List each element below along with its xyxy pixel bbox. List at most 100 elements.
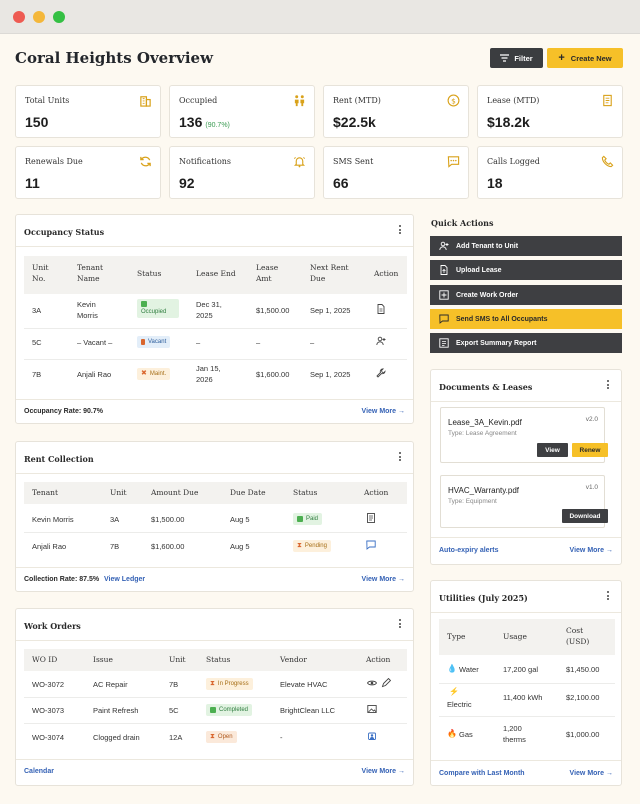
cell-type: Electric — [447, 700, 472, 709]
status-label: Vacant — [148, 339, 167, 345]
stat-value: 150 — [25, 114, 49, 130]
col-usage: Usage — [503, 632, 527, 641]
cell-amount: $1,500.00 — [151, 515, 185, 524]
action-label: Send SMS to All Occupants — [456, 315, 548, 323]
view-ledger-link[interactable]: View Ledger — [104, 576, 146, 583]
eye-icon[interactable] — [367, 678, 377, 688]
action-label: Create Work Order — [456, 291, 519, 299]
stat-label: Calls Logged — [487, 157, 540, 166]
more-options-icon[interactable] — [399, 225, 402, 236]
add-tenant-button[interactable]: Add Tenant to Unit — [430, 236, 622, 256]
col-status: Status — [293, 488, 318, 497]
stat-label: SMS Sent — [333, 157, 374, 166]
download-button[interactable]: Download — [562, 509, 608, 523]
status-badge: ✖ Maint. — [137, 368, 171, 380]
filter-button[interactable]: Filter — [490, 48, 543, 68]
wrench-icon[interactable] — [376, 368, 386, 378]
occupancy-view-more-link[interactable]: View More → — [361, 408, 405, 415]
cell-issue: Paint Refresh — [93, 706, 139, 715]
col-amount-due: Amount Due — [151, 488, 199, 497]
calendar-link[interactable]: Calendar — [24, 768, 54, 775]
cell-lease-amt: $1,600.00 — [256, 370, 290, 379]
upload-lease-button[interactable]: Upload Lease — [430, 260, 622, 280]
plus-square-icon — [439, 290, 449, 300]
col-vendor: Vendor — [280, 655, 307, 664]
flame-icon: 🔥 — [447, 729, 457, 738]
compare-last-month-link[interactable]: Compare with Last Month — [439, 770, 525, 777]
utilities-card: Utilities (July 2025) Type Usage Cost (U… — [430, 580, 622, 786]
checkbox-icon — [210, 707, 216, 713]
action-label: Upload Lease — [456, 266, 502, 274]
cell-unit: 7B — [110, 542, 120, 551]
add-user-icon[interactable] — [376, 336, 386, 346]
col-status: Status — [206, 655, 231, 664]
cell-vendor: Elevate HVAC — [280, 680, 328, 689]
more-options-icon[interactable] — [607, 591, 610, 602]
status-badge: Paid — [293, 513, 323, 525]
occupancy-rate: Occupancy Rate: 90.7% — [24, 408, 103, 415]
utilities-table: Type Usage Cost (USD) 💧 Water 17,200 gal… — [439, 619, 615, 749]
status-label: Occupied — [141, 309, 167, 315]
more-options-icon[interactable] — [399, 619, 402, 630]
view-button[interactable]: View — [537, 443, 568, 457]
document-item: Lease_3A_Kevin.pdf Type: Lease Agreement… — [440, 407, 608, 463]
receipt-icon[interactable] — [366, 513, 376, 523]
close-window-button[interactable] — [13, 11, 25, 23]
hourglass-icon: ⧗ — [297, 542, 302, 549]
assign-icon[interactable] — [367, 731, 377, 741]
minimize-window-button[interactable] — [33, 11, 45, 23]
renew-button[interactable]: Renew — [572, 443, 608, 457]
stat-label: Lease (MTD) — [487, 96, 540, 105]
export-report-button[interactable]: Export Summary Report — [430, 333, 622, 353]
cell-wo-id: WO-3074 — [32, 733, 65, 742]
document-name: HVAC_Warranty.pdf — [448, 486, 519, 495]
cell-tenant: Kevin Morris — [77, 300, 98, 320]
cell-usage: 11,400 kWh — [503, 693, 543, 702]
rent-collection-card: Rent Collection Tenant Unit Amount Due D… — [15, 441, 414, 592]
stat-label: Total Units — [25, 96, 70, 105]
more-options-icon[interactable] — [607, 380, 610, 391]
quick-actions-title: Quick Actions — [431, 218, 494, 228]
cell-usage: 1,200 therms — [503, 724, 526, 744]
rent-view-more-link[interactable]: View More → — [361, 576, 405, 583]
work-orders-view-more-link[interactable]: View More → — [361, 768, 405, 775]
upload-icon — [440, 265, 448, 275]
status-label: Pending — [304, 543, 327, 549]
stat-value: 11 — [25, 175, 40, 191]
work-orders-card: Work Orders WO ID Issue Unit Status Vend… — [15, 608, 414, 786]
cell-wo-id: WO-3072 — [32, 680, 65, 689]
table-header: WO ID Issue Unit Status Vendor Action — [24, 649, 407, 671]
plus-icon: + — [558, 52, 565, 64]
checkbox-icon — [297, 516, 303, 522]
create-new-button[interactable]: + Create New — [547, 48, 623, 68]
maximize-window-button[interactable] — [53, 11, 65, 23]
col-status: Status — [137, 269, 162, 278]
col-action: Action — [364, 488, 389, 497]
window-titlebar — [0, 0, 640, 34]
card-title: Occupancy Status — [24, 227, 105, 237]
pencil-icon[interactable] — [381, 678, 391, 688]
documents-view-more-link[interactable]: View More → — [569, 547, 613, 554]
col-tenant-name: Tenant Name — [77, 263, 104, 283]
utilities-view-more-link[interactable]: View More → — [569, 770, 613, 777]
documents-card: Documents & Leases Lease_3A_Kevin.pdf Ty… — [430, 369, 622, 565]
collection-rate: Collection Rate: 87.5% — [24, 576, 100, 583]
col-issue: Issue — [93, 655, 113, 664]
auto-expiry-alerts-link[interactable]: Auto-expiry alerts — [439, 547, 499, 554]
message-icon — [439, 314, 449, 324]
document-version: v1.0 — [585, 484, 598, 491]
send-sms-button[interactable]: Send SMS to All Occupants — [430, 309, 622, 329]
cell-next-due: Sep 1, 2025 — [310, 306, 351, 315]
create-work-order-button[interactable]: Create Work Order — [430, 285, 622, 305]
cell-due: Aug 5 — [230, 542, 250, 551]
cell-unit: 7B — [32, 370, 42, 379]
cell-wo-id: WO-3073 — [32, 706, 65, 715]
table-header: Tenant Unit Amount Due Due Date Status A… — [24, 482, 407, 504]
document-icon[interactable] — [376, 304, 386, 314]
phone-icon — [601, 155, 614, 168]
cell-type: Gas — [459, 730, 473, 739]
message-icon[interactable] — [366, 540, 376, 550]
more-options-icon[interactable] — [399, 452, 402, 463]
stat-value: 136 (90.7%) — [179, 114, 230, 130]
image-icon[interactable] — [367, 704, 377, 714]
